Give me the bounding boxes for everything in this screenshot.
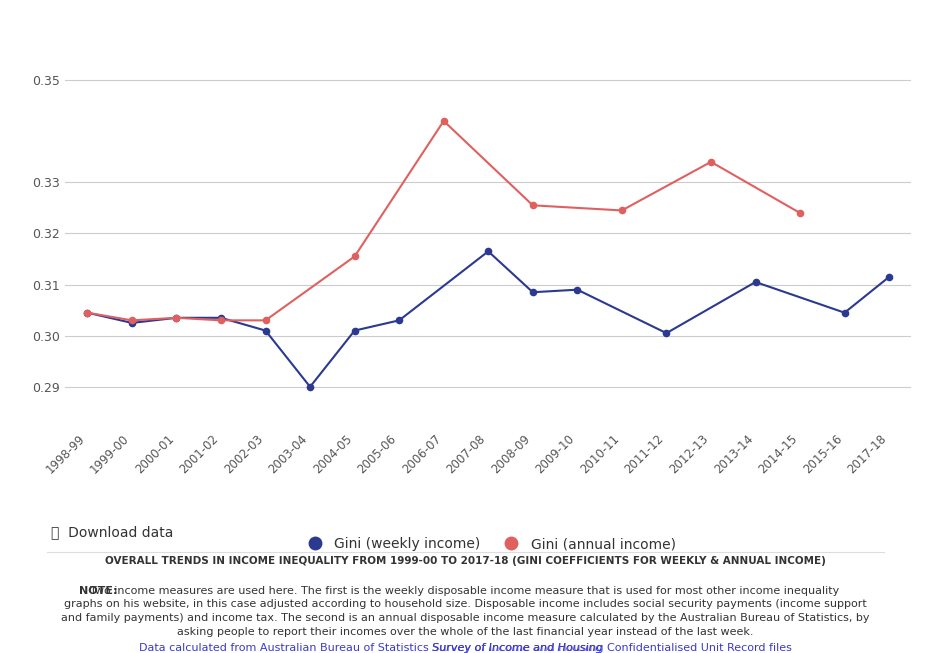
Text: Two income measures are used here. The first is the weekly disposable income mea: Two income measures are used here. The f… [90,586,840,596]
Text: ⤓  Download data: ⤓ Download data [51,526,174,539]
Text: Data calculated from Australian Bureau of Statistics Survey of Income and Housin: Data calculated from Australian Bureau o… [139,643,791,653]
Text: and family payments) and income tax. The second is an annual disposable income m: and family payments) and income tax. The… [60,613,870,623]
Legend: Gini (weekly income), Gini (annual income): Gini (weekly income), Gini (annual incom… [296,532,681,557]
Text: graphs on his website, in this case adjusted according to household size. Dispos: graphs on his website, in this case adju… [63,599,867,609]
Text: Survey of Income and Housing: Survey of Income and Housing [432,643,603,653]
Text: OVERALL TRENDS IN INCOME INEQUALITY FROM 1999-00 TO 2017-18 (GINI COEFFICIENTS F: OVERALL TRENDS IN INCOME INEQUALITY FROM… [104,556,826,566]
Text: NOTE:: NOTE: [79,586,117,596]
Text: Data calculated from Australian Bureau of Statistics Survey of Income and Housin: Data calculated from Australian Bureau o… [0,652,1,653]
Text: asking people to report their incomes over the whole of the last financial year : asking people to report their incomes ov… [177,627,753,637]
